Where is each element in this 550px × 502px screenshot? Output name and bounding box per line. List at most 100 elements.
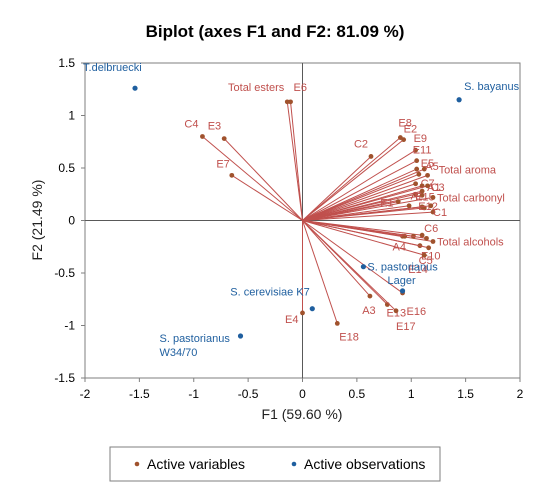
y-tick-label: 0.5 <box>58 161 75 175</box>
variable-label: C6 <box>424 223 438 235</box>
observation-label: S. pastorianus <box>367 262 438 274</box>
legend-label-observations: Active observations <box>304 456 425 472</box>
variable-label: E17 <box>396 321 416 333</box>
variable-point <box>426 245 432 251</box>
y-tick-label: -1.5 <box>54 371 75 385</box>
variable-label: E13 <box>387 308 407 320</box>
observation-label: S. bayanus <box>464 81 520 93</box>
variable-point <box>368 154 374 159</box>
variable-vector <box>302 220 425 256</box>
variable-vector <box>302 139 404 221</box>
variable-point <box>406 203 412 209</box>
observation-label: S. cerevisiae K7 <box>230 287 309 299</box>
variable-vector <box>302 220 403 294</box>
observation-label: T.delbruecki <box>83 62 142 74</box>
legend-label-variables: Active variables <box>147 456 245 472</box>
variable-vector <box>302 160 417 221</box>
variable-vector <box>286 101 303 221</box>
y-tick-label: -1 <box>64 319 75 333</box>
variable-point <box>395 199 401 205</box>
variable-label: C1 <box>433 207 447 219</box>
y-tick-label: 1.5 <box>58 56 75 70</box>
variable-vector <box>290 101 303 221</box>
variable-vector <box>302 174 428 221</box>
variable-point <box>334 321 340 326</box>
x-tick-label: -1 <box>188 387 199 401</box>
variable-point <box>288 99 293 105</box>
variable-point <box>425 183 430 189</box>
variable-point <box>401 137 407 143</box>
variable-label: C4 <box>184 119 198 131</box>
variable-label: E14 <box>408 264 428 276</box>
variable-vector <box>302 149 416 221</box>
variable-label: A1 <box>427 182 440 194</box>
variable-label: A4 <box>393 241 406 253</box>
variable-vector <box>202 136 303 221</box>
y-tick-label: -0.5 <box>54 266 75 280</box>
legend-box <box>109 446 441 482</box>
x-axis-label: F1 (59.60 %) <box>262 406 343 422</box>
variable-label: E16 <box>407 306 427 318</box>
variable-vector <box>302 205 410 221</box>
variable-point <box>430 195 436 200</box>
variable-label: E8 <box>398 118 411 130</box>
variable-vector <box>302 201 399 221</box>
variable-point <box>367 293 373 299</box>
variable-vector <box>302 173 420 221</box>
variable-label: C3 <box>431 182 445 194</box>
x-tick-label: -2 <box>80 387 91 401</box>
variable-vector <box>302 156 372 221</box>
observation-point <box>132 85 138 91</box>
variable-label: E3 <box>208 121 221 133</box>
observation-label: S. pastorianus W34/70 <box>160 333 231 359</box>
variable-vector <box>302 190 423 221</box>
variable-vector <box>302 220 371 297</box>
variable-label: E2 <box>404 124 417 136</box>
legend: Active variables Active observations <box>109 446 441 482</box>
variable-vector <box>231 174 303 221</box>
observation-point <box>309 306 315 312</box>
variable-point <box>413 181 418 187</box>
variable-point <box>414 166 420 172</box>
variable-point <box>416 171 422 177</box>
variable-label: E6 <box>294 82 307 94</box>
variable-vector <box>223 138 303 221</box>
x-tick-label: 0.5 <box>349 387 366 401</box>
variable-point <box>393 308 399 314</box>
variable-label: Total esters <box>228 82 285 94</box>
variable-label: A3 <box>362 305 375 317</box>
variable-label: C5 <box>419 255 433 267</box>
variable-vector <box>302 211 434 221</box>
variable-vector <box>302 220 338 324</box>
legend-marker-observations <box>291 461 297 467</box>
observation-point <box>237 333 244 339</box>
x-tick-label: 0 <box>299 387 306 401</box>
variable-vector <box>302 183 416 221</box>
variable-label: Total aroma <box>439 164 497 176</box>
x-tick-label: 1 <box>408 387 415 401</box>
observation-point <box>399 288 406 294</box>
observation-point <box>456 97 462 103</box>
variable-point <box>300 310 305 316</box>
variable-label: E4 <box>285 314 298 326</box>
variable-point <box>419 232 425 238</box>
variable-point <box>200 134 205 139</box>
x-tick-label: 2 <box>517 387 524 401</box>
variable-label: E9 <box>414 133 427 145</box>
variable-label: E18 <box>339 331 359 343</box>
variable-point <box>414 158 420 164</box>
variable-point <box>413 147 418 153</box>
observation-label: Lager <box>388 275 416 287</box>
variable-vector <box>302 220 429 249</box>
chart-title: Biplot (axes F1 and F2: 81.09 %) <box>146 22 405 41</box>
variable-label: Total alcohols <box>437 237 504 249</box>
variable-vector <box>302 220 397 312</box>
y-tick-label: 1 <box>68 109 75 123</box>
variable-point <box>419 192 425 198</box>
variable-point <box>229 172 235 178</box>
variable-label: E15 <box>415 191 435 203</box>
variable-vector <box>302 137 401 221</box>
variable-vector <box>302 220 427 239</box>
